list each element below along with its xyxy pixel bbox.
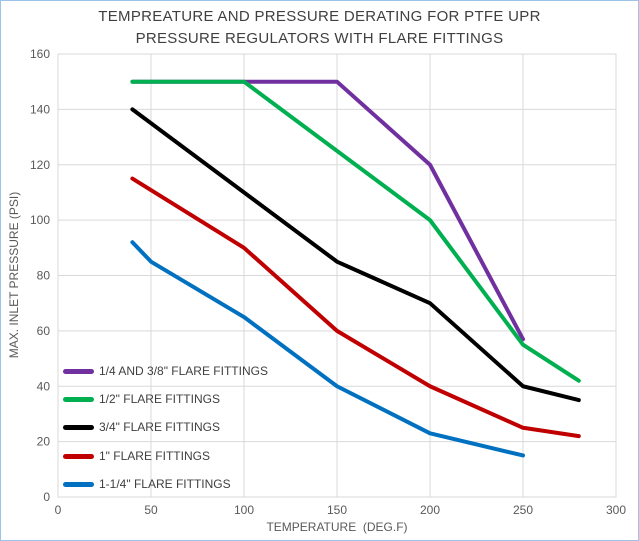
legend-line-swatch	[63, 453, 94, 459]
series-line-2	[130, 107, 581, 403]
y-tick-label: 140	[30, 102, 50, 116]
legend-label: 1/4 AND 3/8" FLARE FITTINGS	[99, 364, 268, 378]
y-tick-label: 60	[37, 324, 51, 338]
series-line-0	[130, 79, 525, 342]
y-tick-label: 0	[43, 490, 50, 504]
x-tick-label: 300	[606, 503, 626, 517]
y-tick-label: 80	[37, 269, 51, 283]
y-tick-label: 160	[30, 47, 50, 61]
legend-line-swatch	[63, 424, 94, 430]
chart-title-line-1: TEMPREATURE AND PRESSURE DERATING FOR PT…	[98, 8, 541, 25]
x-tick-label: 0	[55, 503, 62, 517]
legend-line-swatch	[63, 368, 94, 374]
legend-label: 1" FLARE FITTINGS	[99, 449, 210, 463]
plot-border	[57, 53, 617, 498]
legend-label: 1/2" FLARE FITTINGS	[99, 392, 220, 406]
legend-entry-1: 1/2" FLARE FITTINGS	[63, 391, 220, 407]
y-tick-label: 20	[37, 435, 51, 449]
x-axis-title: TEMPERATURE (DEG.F)	[266, 520, 408, 534]
chart-title: TEMPREATURE AND PRESSURE DERATING FOR PT…	[1, 6, 638, 50]
legend-label: 3/4" FLARE FITTINGS	[99, 420, 220, 434]
x-tick-label: 50	[144, 503, 158, 517]
series-line-4	[130, 240, 525, 458]
legend-entry-3: 1" FLARE FITTINGS	[63, 448, 210, 464]
legend-line-swatch	[63, 396, 94, 402]
chart-title-line-2: PRESSURE REGULATORS WITH FLARE FITTINGS	[135, 30, 504, 47]
legend-entry-2: 3/4" FLARE FITTINGS	[63, 419, 220, 435]
x-tick-label: 200	[420, 503, 440, 517]
series-line-1	[130, 79, 581, 383]
x-tick-label: 150	[327, 503, 347, 517]
y-tick-label: 40	[37, 379, 51, 393]
y-tick-label: 120	[30, 158, 50, 172]
legend-line-swatch	[63, 481, 94, 487]
legend-entry-0: 1/4 AND 3/8" FLARE FITTINGS	[63, 363, 268, 379]
legend-entry-4: 1-1/4" FLARE FITTINGS	[63, 476, 231, 492]
legend-label: 1-1/4" FLARE FITTINGS	[99, 477, 231, 491]
series-line-3	[130, 176, 581, 439]
x-tick-label: 100	[234, 503, 254, 517]
y-tick-label: 100	[30, 213, 50, 227]
x-tick-label: 250	[513, 503, 533, 517]
